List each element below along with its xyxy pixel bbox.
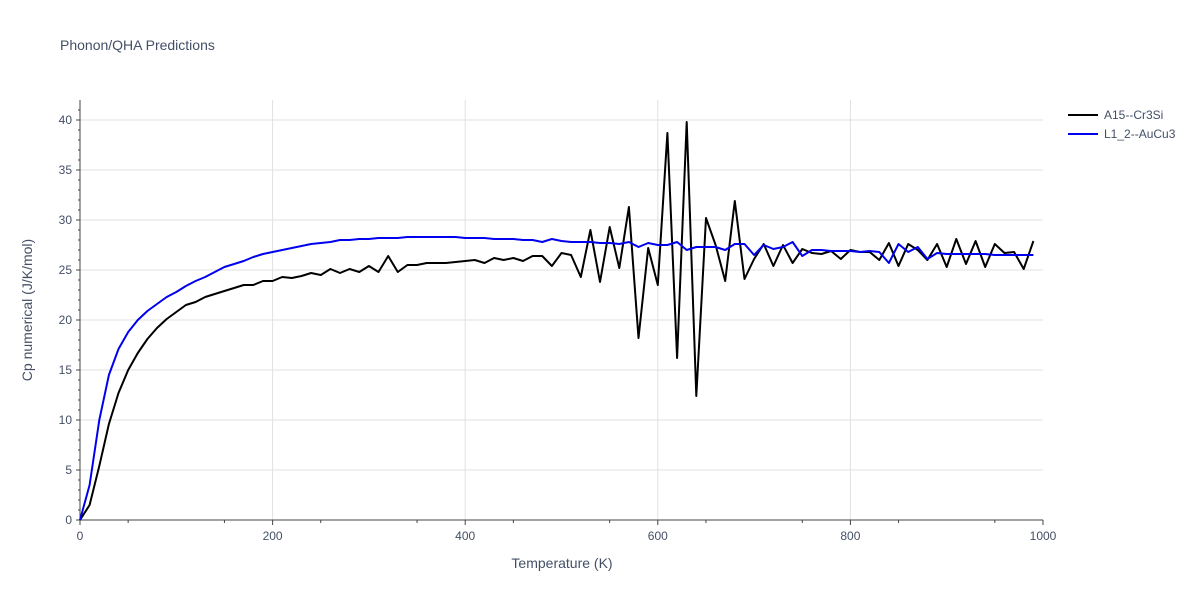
y-tick-label: 0	[65, 513, 72, 527]
legend-label[interactable]: L1_2--AuCu3	[1104, 127, 1176, 141]
y-tick-label: 5	[65, 463, 72, 477]
legend[interactable]: A15--Cr3Si L1_2--AuCu3	[1068, 108, 1176, 141]
y-tick-label: 30	[59, 213, 73, 227]
axes-layer	[76, 100, 1044, 525]
x-tick-label: 1000	[1030, 529, 1057, 543]
y-tick-label: 15	[59, 363, 73, 377]
series-layer	[79, 121, 1035, 521]
x-tick-label: 0	[77, 529, 84, 543]
legend-label[interactable]: A15--Cr3Si	[1104, 108, 1163, 122]
x-axis-label: Temperature (K)	[511, 555, 612, 571]
y-tick-label: 40	[59, 113, 73, 127]
y-tick-label: 35	[59, 163, 73, 177]
x-tick-label: 400	[455, 529, 475, 543]
grid-layer	[80, 100, 1043, 520]
y-tick-label: 10	[59, 413, 73, 427]
x-tick-label: 800	[840, 529, 860, 543]
x-tick-label: 600	[648, 529, 668, 543]
series-line-1[interactable]	[79, 236, 1034, 521]
series-line-0[interactable]	[79, 121, 1035, 521]
chart-title: Phonon/QHA Predictions	[60, 37, 215, 53]
y-tick-label: 20	[59, 313, 73, 327]
x-tick-label: 200	[263, 529, 283, 543]
y-axis-label: Cp numerical (J/K/mol)	[19, 239, 35, 381]
y-tick-label: 25	[59, 263, 73, 277]
